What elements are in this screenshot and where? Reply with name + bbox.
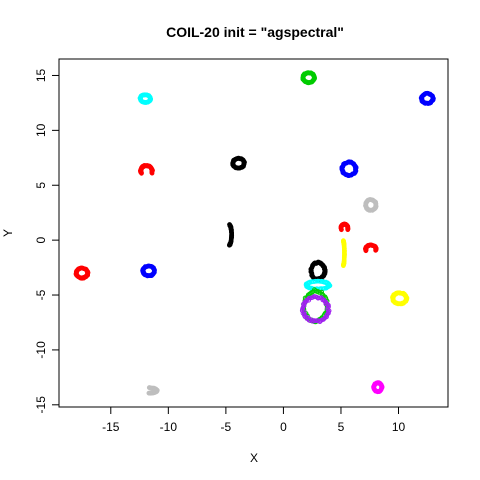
data-point: [319, 296, 325, 301]
data-points: [73, 70, 436, 396]
x-tick-label: 0: [280, 420, 287, 434]
data-point: [403, 296, 409, 302]
data-point: [323, 269, 328, 275]
data-point: [404, 297, 410, 302]
y-axis: -15 -10 -5 0 5 10 15: [34, 68, 59, 413]
plot-box: [58, 58, 449, 408]
x-tick-label: 10: [392, 420, 406, 434]
data-point: [227, 222, 232, 227]
data-point: [148, 96, 153, 102]
chart-title: COIL-20 init = "agspectral": [166, 24, 344, 40]
data-point: [327, 283, 333, 288]
x-axis-label: X: [250, 451, 258, 465]
data-point: [312, 75, 317, 81]
x-tick-label: -15: [102, 420, 120, 434]
data-point: [241, 161, 247, 167]
data-point: [139, 171, 144, 176]
data-point: [430, 96, 436, 102]
data-point: [341, 238, 346, 243]
x-tick-label: 5: [338, 420, 345, 434]
y-tick-label: 0: [34, 236, 48, 243]
data-point: [306, 298, 312, 303]
data-point: [151, 269, 157, 274]
data-point: [379, 385, 385, 391]
data-point: [326, 308, 332, 314]
data-point: [373, 203, 379, 208]
y-axis-label: Y: [1, 229, 15, 237]
y-tick-label: -10: [34, 341, 48, 359]
x-tick-label: -5: [221, 420, 232, 434]
x-axis: -15 -10 -5 0 5 10: [102, 407, 406, 434]
data-point: [363, 248, 369, 254]
x-tick-label: -10: [160, 420, 178, 434]
data-point: [339, 227, 344, 233]
data-point: [85, 271, 90, 276]
data-point: [353, 167, 358, 172]
y-tick-label: -15: [34, 396, 48, 414]
data-point: [146, 385, 152, 390]
y-tick-label: -5: [34, 289, 48, 300]
y-tick-label: 5: [34, 182, 48, 189]
y-tick-label: 15: [34, 68, 48, 82]
y-tick-label: 10: [34, 123, 48, 137]
